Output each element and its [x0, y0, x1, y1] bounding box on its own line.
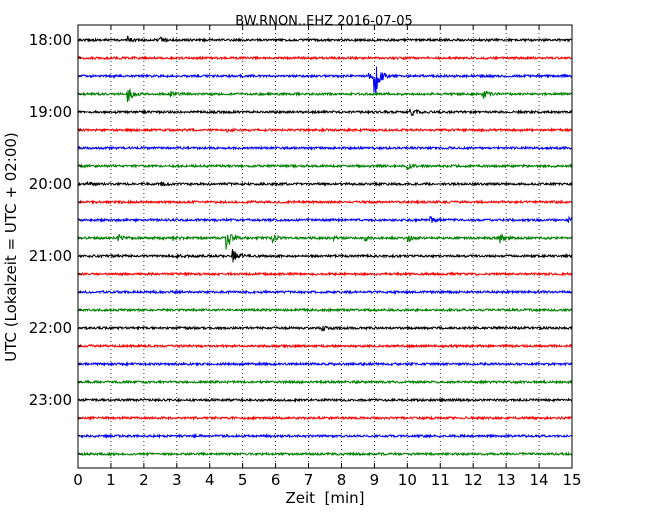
- x-tick-label: 15: [562, 471, 581, 489]
- trace-row: [77, 66, 573, 95]
- trace-row: [77, 307, 573, 314]
- trace-row: [77, 232, 573, 250]
- trace-row: [77, 163, 573, 171]
- x-tick-label: 8: [337, 471, 347, 489]
- trace-row: [77, 415, 573, 421]
- trace-row: [77, 35, 573, 43]
- x-tick-label: 1: [106, 471, 116, 489]
- x-tick-label: 12: [464, 471, 483, 489]
- x-tick-label: 13: [497, 471, 516, 489]
- x-tick-label: 7: [304, 471, 314, 489]
- x-tick-label: 11: [431, 471, 450, 489]
- trace-row: [77, 55, 573, 61]
- trace-row: [77, 180, 573, 187]
- y-tick-label: 21:00: [29, 247, 72, 265]
- x-tick-label: 4: [205, 471, 215, 489]
- x-tick-label: 9: [370, 471, 380, 489]
- x-tick-label: 10: [398, 471, 417, 489]
- x-tick-label: 2: [139, 471, 149, 489]
- trace-row: [77, 215, 573, 224]
- x-axis-ticks: 0 1 2 3 4 5 6 7 8 9 10 11 12 13 14 15: [73, 25, 582, 489]
- x-tick-label: 14: [530, 471, 549, 489]
- trace-row: [77, 199, 573, 205]
- x-tick-label: 6: [271, 471, 281, 489]
- x-tick-label: 5: [238, 471, 248, 489]
- y-tick-label: 20:00: [29, 175, 72, 193]
- trace-row: [77, 396, 573, 404]
- y-axis-ticks: 18:00 19:00 20:00 21:00 22:00 23:00: [29, 31, 82, 455]
- trace-row: [77, 451, 573, 457]
- plot-frame: [77, 24, 573, 469]
- x-tick-label: 0: [73, 471, 83, 489]
- y-tick-label: 23:00: [29, 391, 72, 409]
- trace-row: [77, 108, 573, 116]
- trace-row: [77, 379, 573, 385]
- y-tick-label: 18:00: [29, 31, 72, 49]
- trace-row: [77, 433, 573, 440]
- trace-row: [77, 289, 573, 295]
- seismic-traces: [77, 35, 573, 457]
- x-axis-label: Zeit [min]: [285, 489, 364, 507]
- y-axis-label: UTC (Lokalzeit = UTC + 02:00): [2, 132, 20, 362]
- trace-row: [77, 126, 573, 133]
- x-tick-label: 3: [172, 471, 182, 489]
- trace-row: [77, 325, 573, 332]
- trace-row: [77, 342, 573, 349]
- y-tick-label: 22:00: [29, 319, 72, 337]
- trace-row: [77, 88, 573, 103]
- trace-row: [77, 361, 573, 368]
- y-tick-label: 19:00: [29, 103, 72, 121]
- trace-row: [77, 249, 573, 263]
- trace-row: [77, 270, 573, 278]
- chart-title: BW.RNON..EHZ 2016-07-05: [235, 14, 413, 29]
- trace-row: [77, 145, 573, 151]
